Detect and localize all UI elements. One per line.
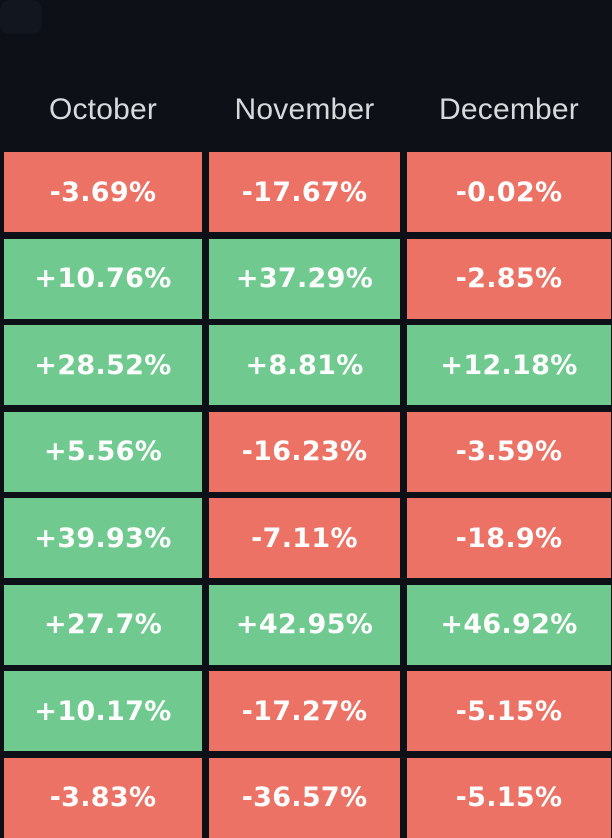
rounded-corner-artifact bbox=[0, 0, 42, 34]
column-header-november: November bbox=[234, 93, 375, 126]
column-header-october: October bbox=[48, 93, 158, 126]
heatmap-cell: -3.69% bbox=[4, 152, 202, 232]
heatmap-cell: +37.29% bbox=[209, 238, 400, 319]
heatmap-cell: +10.76% bbox=[4, 238, 202, 319]
heatmap-cell: -0.02% bbox=[407, 152, 611, 232]
heatmap-cell: -5.15% bbox=[407, 757, 611, 838]
heatmap-cell: -3.59% bbox=[407, 411, 611, 492]
heatmap-cell: -2.85% bbox=[407, 238, 611, 319]
month-header-row: October November December bbox=[4, 90, 611, 130]
column-header-december: December bbox=[439, 93, 579, 126]
heatmap-cell: +10.17% bbox=[4, 671, 202, 751]
heatmap-cell: -17.27% bbox=[209, 671, 400, 751]
heatmap-cell: +39.93% bbox=[4, 498, 202, 578]
heatmap-cell: -18.9% bbox=[407, 498, 611, 578]
heatmap-cell: +12.18% bbox=[407, 325, 611, 405]
heatmap-cell: +46.92% bbox=[407, 584, 611, 665]
heatmap-cell: -17.67% bbox=[209, 152, 400, 232]
heatmap-cell: +5.56% bbox=[4, 411, 202, 492]
heatmap-cell: -16.23% bbox=[209, 411, 400, 492]
heatmap-cell: -3.83% bbox=[4, 757, 202, 838]
heatmap-cell: -36.57% bbox=[209, 757, 400, 838]
heatmap-cell: +8.81% bbox=[209, 325, 400, 405]
heatmap-cell: +42.95% bbox=[209, 584, 400, 665]
heatmap-cell: -7.11% bbox=[209, 498, 400, 578]
heatmap-cell: -5.15% bbox=[407, 671, 611, 751]
heatmap-cell: +27.7% bbox=[4, 584, 202, 665]
heatmap-cell: +28.52% bbox=[4, 325, 202, 405]
monthly-returns-heatmap: -3.69% -17.67% -0.02% +10.76% +37.29% -2… bbox=[4, 152, 611, 838]
